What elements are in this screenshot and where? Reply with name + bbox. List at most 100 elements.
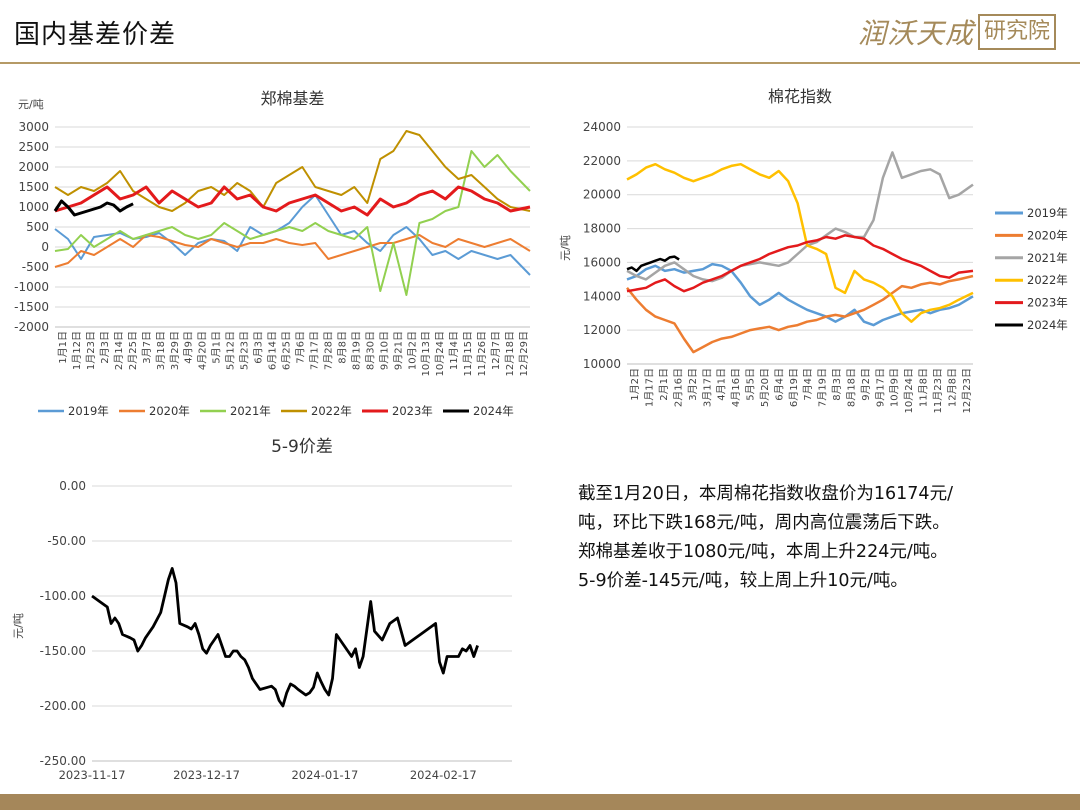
x-tick-label: 9月10日 [378, 331, 390, 370]
x-tick-label: 11月26日 [476, 331, 488, 376]
x-tick-label: 1月1日 [57, 331, 69, 364]
y-tick-label: 0 [41, 240, 49, 254]
y-tick-label: 22000 [583, 154, 621, 168]
x-tick-label: 3月18日 [155, 331, 167, 370]
x-tick-label: 6月4日 [773, 368, 785, 401]
y-axis-label: 元/吨 [18, 98, 44, 111]
x-tick-label: 4月9日 [183, 331, 195, 364]
x-tick-label: 3月17日 [701, 368, 713, 407]
header: 国内基差价差 润沃天成 研究院 [0, 0, 1080, 62]
y-axis-label: 元/吨 [12, 613, 25, 639]
x-tick-label: 6月19日 [788, 368, 800, 407]
x-tick-label: 11月15日 [462, 331, 474, 376]
x-tick-label: 3月7日 [141, 331, 153, 364]
series-line-2019年 [626, 262, 974, 327]
legend-label: 2024年 [473, 404, 514, 418]
y-tick-label: -2000 [14, 320, 49, 334]
x-tick-label: 8月19日 [350, 331, 362, 370]
x-tick-label: 4月20日 [197, 331, 209, 370]
y-tick-label: 10000 [583, 357, 621, 371]
x-tick-label: 2月25日 [127, 331, 139, 370]
x-tick-label: 6月14日 [267, 331, 279, 370]
x-tick-label: 1月2日 [629, 368, 641, 401]
chart-title: 棉花指数 [768, 87, 832, 106]
x-tick-label: 10月2日 [406, 331, 418, 370]
series-line-5-9价差 [91, 567, 479, 708]
y-tick-label: -150.00 [40, 644, 86, 658]
x-tick-label: 5月1日 [211, 331, 223, 364]
chart-title: 郑棉基差 [260, 89, 324, 108]
x-tick-label: 2023-12-17 [173, 768, 240, 782]
series-line-2024年 [626, 255, 680, 273]
series-line-2020年 [54, 234, 531, 268]
legend-label: 2019年 [1027, 206, 1068, 220]
y-tick-label: 18000 [583, 222, 621, 236]
x-tick-label: 2024-01-17 [291, 768, 358, 782]
x-tick-label: 1月12日 [71, 331, 83, 370]
x-tick-label: 10月24日 [434, 331, 446, 376]
series-line-2023年 [626, 234, 974, 293]
y-tick-label: -100.00 [40, 589, 86, 603]
legend-label: 2023年 [1027, 296, 1068, 310]
y-tick-label: -50.00 [47, 534, 86, 548]
y-tick-label: 500 [26, 220, 49, 234]
x-tick-label: 2024-02-17 [410, 768, 477, 782]
basis-chart: 郑棉基差 -2000 -1500 -1000 -500 0 500 1000 1500 2000 2… [14, 89, 531, 418]
x-tick-label: 12月7日 [490, 331, 502, 370]
series-line-2022年 [54, 130, 531, 212]
y-tick-label: -1000 [14, 280, 49, 294]
legend-label: 2021年 [1027, 251, 1068, 265]
y-tick-label: 3000 [18, 120, 49, 134]
y-tick-label: -250.00 [40, 754, 86, 768]
x-tick-label: 2月16日 [672, 368, 684, 407]
legend-label: 2022年 [1027, 273, 1068, 287]
legend-label: 2021年 [230, 404, 271, 418]
y-tick-label: -500 [22, 260, 49, 274]
x-tick-label: 6月25日 [281, 331, 293, 370]
page-title: 国内基差价差 [14, 20, 177, 50]
x-tick-label: 7月4日 [802, 368, 814, 401]
x-tick-label: 2月14日 [113, 331, 125, 370]
x-tick-label: 5月12日 [225, 331, 237, 370]
legend-label: 2023年 [392, 404, 433, 418]
x-tick-label: 10月9日 [889, 368, 901, 407]
x-tick-label: 7月28日 [322, 331, 334, 370]
commentary-line: 郑棉基差收于1080元/吨，本周上升224元/吨。 [578, 542, 948, 562]
y-tick-label: 2500 [18, 140, 49, 154]
spread-chart: 5-9价差 0.00 -50.00 -100.00 -150.00 -200.00 -250… [12, 437, 512, 782]
x-tick-label: 7月17日 [308, 331, 320, 370]
series-line-2024年 [53, 199, 134, 217]
commentary-text: 截至1月20日，本周棉花指数收盘价为16174元/ 吨，环比下跌168元/吨，周… [578, 480, 1048, 596]
y-tick-label: 24000 [583, 120, 621, 134]
x-tick-label: 8月8日 [336, 331, 348, 364]
x-tick-label: 9月17日 [874, 368, 886, 407]
x-tick-label: 2月1日 [658, 368, 670, 401]
header-divider [0, 62, 1080, 64]
x-tick-label: 8月18日 [845, 368, 857, 407]
series-line-2022年 [626, 162, 974, 323]
x-tick-label: 3月2日 [687, 368, 699, 401]
series-line-2023年 [54, 185, 531, 217]
legend-label: 2020年 [1027, 228, 1068, 242]
y-tick-label: 20000 [583, 188, 621, 202]
legend-label: 2020年 [149, 404, 190, 418]
y-tick-label: 1500 [18, 180, 49, 194]
commentary-line: 5-9价差-145元/吨，较上周上升10元/吨。 [578, 571, 908, 591]
x-tick-label: 10月13日 [420, 331, 432, 376]
y-tick-label: 16000 [583, 255, 621, 269]
y-tick-label: 1000 [18, 200, 49, 214]
series-line-2021年 [626, 151, 974, 283]
y-tick-label: -1500 [14, 300, 49, 314]
y-tick-label: 14000 [583, 289, 621, 303]
x-tick-label: 8月3日 [831, 368, 843, 401]
x-tick-label: 12月29日 [518, 331, 530, 376]
logo-box-text: 研究院 [977, 14, 1056, 50]
x-tick-label: 2月3日 [99, 331, 111, 364]
x-tick-label: 6月3日 [253, 331, 265, 364]
x-tick-label: 5月5日 [745, 368, 757, 401]
x-tick-label: 5月20日 [759, 368, 771, 407]
series-line-2020年 [626, 274, 974, 354]
x-tick-label: 12月18日 [504, 331, 516, 376]
x-tick-label: 3月29日 [169, 331, 181, 370]
x-tick-label: 9月2日 [860, 368, 872, 401]
